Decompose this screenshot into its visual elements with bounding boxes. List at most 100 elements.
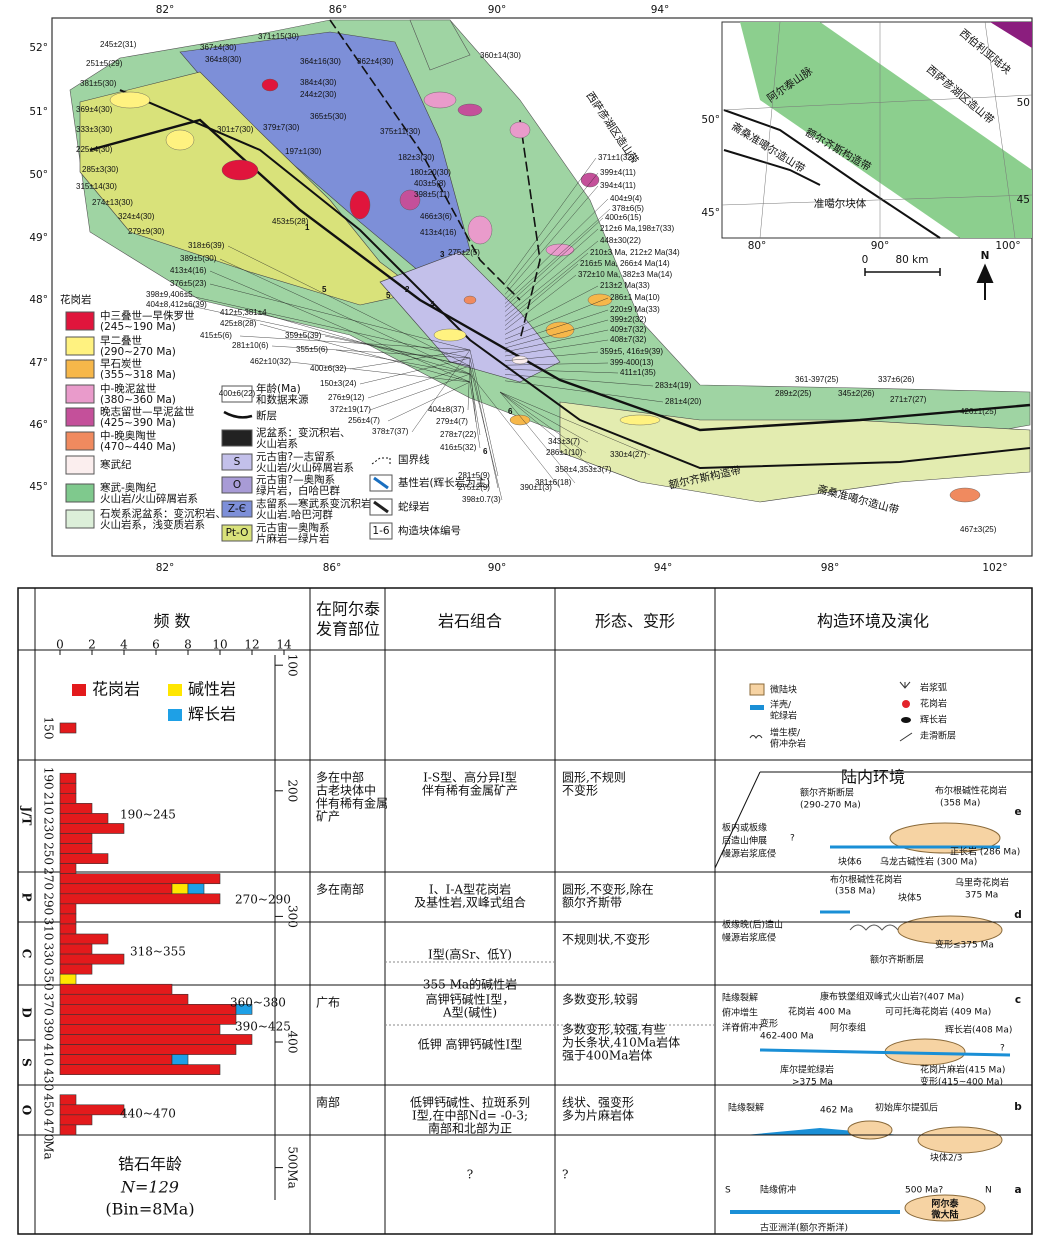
- legend-label: 蛇绿岩: [398, 500, 430, 513]
- diagram-label: (358 Ma): [835, 887, 875, 897]
- age-label: 467±3(25): [960, 525, 997, 534]
- granite-patch: [457, 103, 483, 117]
- panel-letter: d: [1014, 909, 1022, 921]
- age-label: 381±6(18): [535, 478, 572, 487]
- legend-label: 寒武-奥陶纪: [100, 481, 157, 494]
- age-label: 400±6(15): [605, 213, 642, 222]
- legend-swatch: [65, 359, 95, 379]
- column-header: 发育部位: [316, 620, 380, 639]
- age-label: 286±1(10): [546, 448, 583, 457]
- legend-swatch: [168, 684, 182, 696]
- inset-label: 准噶尔块体: [814, 197, 867, 210]
- diagram-label: 500 Ma?: [905, 1186, 943, 1196]
- legend-swatch: [750, 705, 764, 710]
- age-tick-label: 290: [42, 892, 56, 915]
- age-tick-label: 430: [42, 1068, 56, 1091]
- legend-label: 元古宙—奥陶系: [256, 521, 330, 534]
- legend-swatch: [221, 500, 253, 518]
- cell-text: 高钾钙碱性I型，: [426, 992, 515, 1007]
- legend-swatch: [902, 700, 910, 708]
- freq-tick-label: 6: [152, 638, 160, 652]
- age-tick-label: 310: [42, 918, 56, 941]
- block-number: 5: [386, 291, 391, 300]
- age-label: 384±4(30): [300, 78, 337, 87]
- age-label: 413±4(16): [420, 228, 457, 237]
- inset-tick: 45: [1017, 194, 1030, 206]
- diagram-label: 古亚洲洋(额尔齐斯洋): [760, 1222, 848, 1234]
- legend-swatch: [221, 429, 253, 447]
- age-range: 318~355: [130, 945, 186, 959]
- lon-label: 86°: [329, 4, 348, 16]
- setting-label: 陆内环境: [841, 768, 905, 787]
- panel-letter: b: [1014, 1101, 1022, 1113]
- age-label: 408±7(32): [610, 335, 647, 344]
- legend-fault: [223, 410, 253, 419]
- legend-label: 泥盆系：变沉积岩、: [256, 426, 351, 439]
- age-label: 381±5(30): [80, 79, 117, 88]
- age-label: 375±11(30): [380, 127, 421, 136]
- age-label: 466±3(6): [420, 212, 452, 221]
- age-label: 398±0.7(3): [462, 495, 501, 504]
- age-label: 394±4(11): [600, 181, 636, 190]
- age-label: 371±1(32): [598, 153, 635, 162]
- legend-label: 元古宙?—奥陶系: [256, 473, 335, 486]
- age-label: 404±9(4): [610, 194, 642, 203]
- cell-text: 圆形,不变形,除在: [562, 882, 654, 897]
- age-label: 398±5(11): [414, 190, 450, 199]
- legend-label: 碱性岩: [188, 680, 236, 699]
- lat-label: 52°: [29, 42, 48, 54]
- legend-label: 片麻岩—绿片岩: [256, 532, 330, 545]
- age-label: 150±3(24): [320, 379, 357, 388]
- legend-swatch: [369, 522, 393, 540]
- granite-bar: [59, 983, 173, 995]
- granite-bar: [59, 933, 109, 945]
- legend-label: 和数据来源: [256, 393, 309, 406]
- legend-label: 早石炭世: [100, 358, 142, 370]
- age-label: 403±5(8): [414, 179, 446, 188]
- cell-text: I、I-A型花岗岩: [429, 882, 511, 897]
- age-tick-label: 270: [42, 867, 56, 890]
- age-tick-label: 190: [42, 767, 56, 790]
- inset-altai: [740, 22, 1032, 238]
- age-label: 462±10(32): [250, 357, 291, 366]
- age-label: 197±1(30): [285, 147, 322, 156]
- granite-patch: [545, 321, 575, 339]
- diagram-label: 后造山伸展: [722, 835, 767, 847]
- column-header: 形态、变形: [595, 612, 675, 631]
- legend-swatch: [221, 385, 253, 403]
- diagram-label: 俯冲增生: [722, 1007, 758, 1019]
- diagram-label: 幔源岩浆底侵: [722, 932, 776, 944]
- age-label: 448±30(22): [600, 236, 641, 245]
- leader-line: [504, 252, 589, 322]
- granite-bar: [59, 1064, 221, 1075]
- legend-label: 断层: [256, 409, 277, 422]
- legend-label: 火山岩/火山碎屑岩系: [100, 492, 198, 505]
- leader-line: [504, 198, 609, 300]
- age-label: 275±2(9): [458, 483, 490, 492]
- age-label: 245±2(31): [100, 40, 137, 49]
- age-label: 359±5, 416±9(39): [600, 347, 663, 356]
- lat-label: 51°: [29, 106, 48, 118]
- age-label: 318±6(39): [188, 241, 225, 250]
- leader-line: [324, 335, 471, 367]
- leader-line: [209, 283, 471, 351]
- lon-label: 82°: [156, 562, 175, 574]
- leader-line: [504, 374, 654, 387]
- legend-swatch: [899, 732, 913, 742]
- granite-patch: [509, 121, 531, 139]
- granite-bar: [59, 853, 109, 864]
- leader-line: [469, 373, 481, 436]
- age-label: 367±4(30): [200, 43, 237, 52]
- legend-border: [371, 457, 391, 466]
- leader-line: [271, 345, 471, 359]
- granite-bar: [59, 722, 77, 734]
- legend-label: 岩浆弧: [920, 682, 947, 694]
- leader-line: [469, 373, 561, 489]
- leader-line: [499, 391, 651, 456]
- histogram-caption: N=129: [120, 1178, 179, 1197]
- granite-bar: [59, 772, 77, 784]
- age-major-label: 400: [286, 1031, 300, 1054]
- age-label: 289±2(25): [775, 389, 812, 398]
- age-label: 251±5(29): [86, 59, 123, 68]
- age-label: 271±7(27): [890, 395, 927, 404]
